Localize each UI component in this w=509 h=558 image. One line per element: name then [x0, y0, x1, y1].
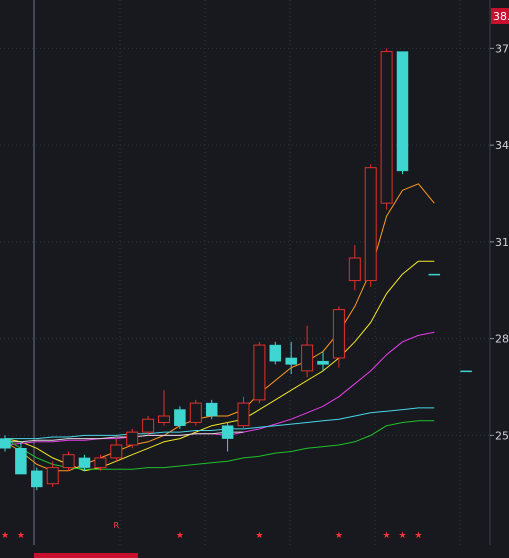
ma-line-5 — [4, 420, 435, 470]
signal-marker-6: ★ — [383, 531, 391, 541]
ma-line-2 — [4, 331, 435, 446]
candle-body-27 — [428, 273, 441, 276]
signal-markers: ★ ★ R ★ ★ ★ ★ ★ ★ — [1, 521, 422, 541]
candle-body-14 — [221, 425, 234, 439]
candle-body-7 — [110, 444, 123, 459]
ma-line-3 — [5, 407, 435, 440]
candle-body-3 — [46, 467, 59, 485]
candle-body-22 — [348, 257, 361, 282]
price-badge — [491, 8, 509, 24]
candle-body-1 — [15, 448, 27, 475]
candle-body-21 — [332, 309, 345, 359]
candles — [0, 48, 472, 491]
candle-body-15 — [237, 402, 250, 427]
candle-body-2 — [31, 470, 43, 488]
y-tick-label-0: 37 — [495, 42, 509, 55]
candle-body-10 — [158, 415, 170, 423]
candle-body-29 — [460, 370, 472, 373]
candle-body-25 — [396, 51, 409, 172]
signal-marker-4: ★ — [255, 531, 263, 541]
candle-body-20 — [317, 360, 329, 365]
signal-marker-1: ★ — [17, 531, 25, 541]
candle-body-0 — [0, 438, 11, 449]
candle-body-8 — [126, 431, 139, 446]
candle-body-12 — [189, 402, 202, 423]
overlay — [34, 553, 138, 558]
signal-marker-8: ★ — [414, 531, 422, 541]
moving-average-lines — [4, 183, 435, 472]
y-tick-label-3: 28 — [495, 333, 509, 346]
candle-body-24 — [380, 51, 393, 204]
candle-body-5 — [78, 457, 91, 468]
signal-marker-5: ★ — [335, 531, 343, 541]
ma-line-4 — [5, 431, 244, 443]
selection-bar — [34, 553, 138, 558]
candle-body-19 — [301, 344, 314, 372]
ma-line-1 — [4, 260, 435, 472]
candle-body-9 — [142, 418, 155, 433]
signal-marker-2: R — [114, 521, 120, 530]
y-tick-label-4: 25 — [495, 429, 509, 442]
signal-marker-3: ★ — [176, 531, 184, 541]
candle-body-11 — [174, 409, 186, 426]
y-tick-label-1: 34 — [495, 139, 509, 152]
candle-body-18 — [285, 357, 297, 365]
candle-body-6 — [94, 457, 107, 469]
candle-body-17 — [269, 344, 282, 362]
candle-body-4 — [62, 454, 75, 469]
y-tick-label-2: 31 — [495, 236, 509, 249]
candle-body-23 — [364, 167, 377, 282]
signal-marker-7: ★ — [398, 531, 406, 541]
candle-body-13 — [205, 402, 218, 417]
candle-body-16 — [253, 344, 266, 401]
price-axis: 37 34 31 28 25 38. — [489, 0, 509, 545]
signal-marker-0: ★ — [1, 531, 9, 541]
price-badge-label: 38. — [493, 10, 509, 23]
